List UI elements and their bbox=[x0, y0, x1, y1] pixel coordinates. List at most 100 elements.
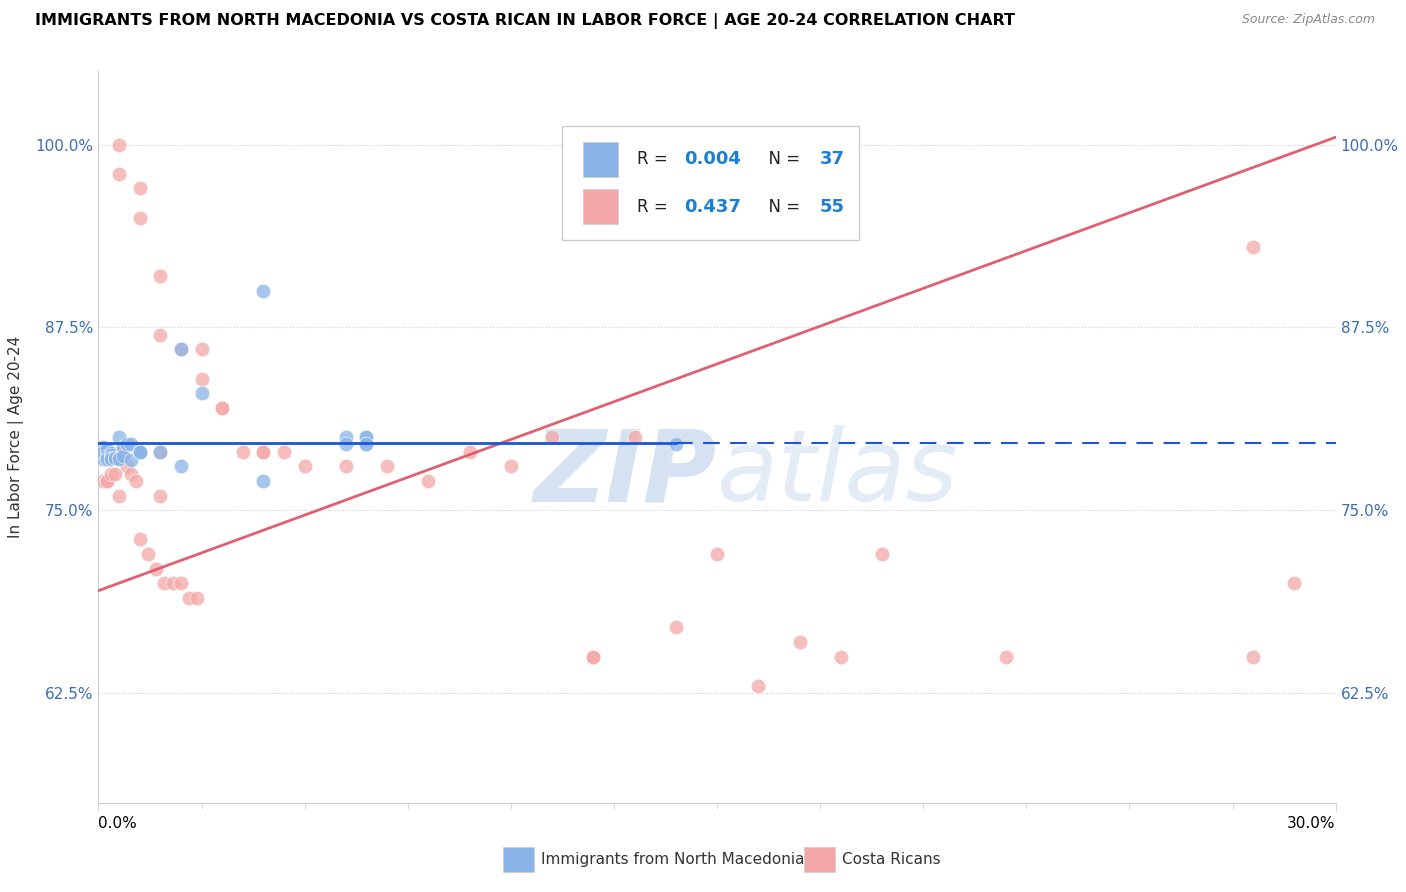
Point bbox=[706, 547, 728, 561]
Point bbox=[104, 450, 127, 465]
Point bbox=[108, 452, 131, 467]
Point bbox=[104, 450, 127, 465]
Point bbox=[830, 649, 852, 664]
Text: N =: N = bbox=[758, 198, 806, 216]
Point bbox=[149, 269, 172, 284]
Point bbox=[232, 444, 254, 458]
Text: 37: 37 bbox=[820, 150, 845, 168]
Point bbox=[190, 386, 212, 401]
Point bbox=[100, 446, 122, 460]
Text: 55: 55 bbox=[820, 198, 845, 216]
Point bbox=[112, 440, 135, 454]
Point bbox=[665, 437, 688, 451]
Text: R =: R = bbox=[637, 198, 672, 216]
Text: Costa Ricans: Costa Ricans bbox=[842, 853, 941, 867]
Point bbox=[789, 635, 811, 649]
Point bbox=[170, 576, 193, 591]
Point bbox=[211, 401, 233, 415]
Point bbox=[186, 591, 208, 605]
Point bbox=[124, 474, 146, 488]
Point bbox=[128, 444, 150, 458]
Point bbox=[128, 211, 150, 225]
Point bbox=[252, 474, 274, 488]
Text: 0.437: 0.437 bbox=[683, 198, 741, 216]
Point bbox=[96, 442, 118, 456]
Point bbox=[170, 459, 193, 474]
Point bbox=[294, 459, 316, 474]
Point bbox=[149, 444, 172, 458]
Text: Source: ZipAtlas.com: Source: ZipAtlas.com bbox=[1241, 13, 1375, 27]
Point bbox=[112, 444, 135, 458]
Point bbox=[96, 443, 118, 458]
Point bbox=[1241, 649, 1264, 664]
Point bbox=[1241, 240, 1264, 254]
FancyBboxPatch shape bbox=[562, 126, 859, 240]
Point bbox=[100, 448, 122, 462]
Point bbox=[582, 649, 605, 664]
Point bbox=[149, 327, 172, 342]
Point bbox=[356, 437, 378, 451]
Point bbox=[252, 444, 274, 458]
Point bbox=[108, 450, 131, 465]
Point bbox=[91, 440, 114, 454]
Point bbox=[252, 284, 274, 298]
Point bbox=[179, 591, 201, 605]
Point bbox=[112, 449, 135, 463]
Point bbox=[128, 444, 150, 458]
Point bbox=[582, 649, 605, 664]
Point bbox=[499, 459, 522, 474]
Point bbox=[211, 401, 233, 415]
Point bbox=[108, 489, 131, 503]
Point bbox=[335, 459, 357, 474]
Text: Immigrants from North Macedonia: Immigrants from North Macedonia bbox=[541, 853, 804, 867]
Point bbox=[120, 437, 142, 451]
Point bbox=[870, 547, 893, 561]
Point bbox=[120, 467, 142, 481]
Point bbox=[96, 474, 118, 488]
Point bbox=[153, 576, 176, 591]
Point bbox=[335, 430, 357, 444]
Point bbox=[108, 167, 131, 181]
FancyBboxPatch shape bbox=[583, 142, 619, 177]
Point bbox=[108, 137, 131, 152]
Point bbox=[356, 430, 378, 444]
Point bbox=[458, 444, 481, 458]
Point bbox=[91, 474, 114, 488]
Point bbox=[149, 444, 172, 458]
Point bbox=[541, 430, 564, 444]
Point bbox=[418, 474, 440, 488]
Point bbox=[747, 679, 769, 693]
Point bbox=[91, 444, 114, 458]
Point bbox=[100, 467, 122, 481]
Point bbox=[994, 649, 1017, 664]
Point bbox=[100, 452, 122, 467]
FancyBboxPatch shape bbox=[583, 189, 619, 224]
Text: atlas: atlas bbox=[717, 425, 959, 522]
Point bbox=[665, 620, 688, 634]
Point bbox=[108, 430, 131, 444]
Point bbox=[356, 430, 378, 444]
Point bbox=[128, 533, 150, 547]
Point bbox=[149, 489, 172, 503]
Point bbox=[190, 343, 212, 357]
Point bbox=[128, 181, 150, 195]
Point bbox=[252, 444, 274, 458]
Point bbox=[190, 371, 212, 385]
Point bbox=[136, 547, 159, 561]
Point bbox=[128, 444, 150, 458]
Point bbox=[117, 437, 139, 451]
Point bbox=[170, 343, 193, 357]
Point bbox=[1284, 576, 1306, 591]
Text: R =: R = bbox=[637, 150, 672, 168]
Point bbox=[117, 459, 139, 474]
Text: 0.004: 0.004 bbox=[683, 150, 741, 168]
Point bbox=[273, 444, 295, 458]
Point bbox=[335, 437, 357, 451]
Text: N =: N = bbox=[758, 150, 806, 168]
Point bbox=[375, 459, 398, 474]
Point bbox=[120, 453, 142, 467]
Point bbox=[96, 452, 118, 467]
Point bbox=[104, 467, 127, 481]
Point bbox=[162, 576, 184, 591]
Point bbox=[96, 449, 118, 463]
